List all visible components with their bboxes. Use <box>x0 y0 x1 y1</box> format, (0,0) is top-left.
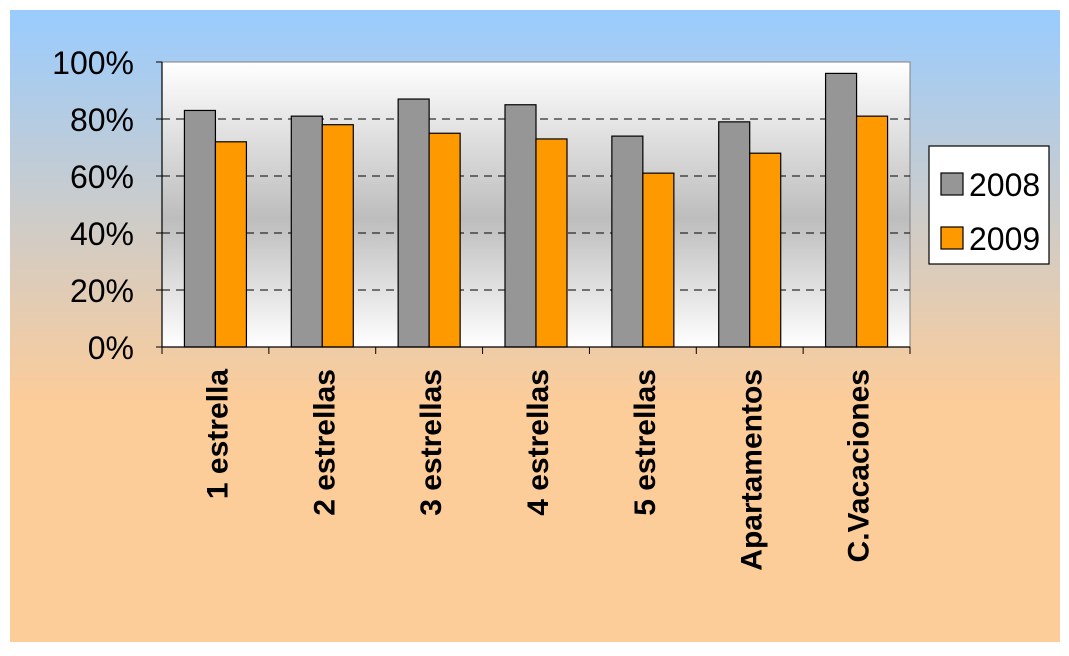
x-category-label: 4 estrellas <box>522 369 555 516</box>
bar-2008-4 <box>611 135 644 348</box>
x-category-label: 5 estrellas <box>629 369 662 516</box>
y-tick-label: 80% <box>70 102 134 138</box>
x-category-label: 2 estrellas <box>308 369 341 516</box>
x-category-label: 3 estrellas <box>415 369 448 516</box>
bar-2008-5 <box>718 121 751 348</box>
bar-2009-6 <box>855 115 889 348</box>
x-category-label: Apartamentos <box>736 369 769 571</box>
x-category-label: C.Vacaciones <box>843 369 876 562</box>
bar-2009-1 <box>321 124 354 348</box>
bar-2009-4 <box>642 172 675 348</box>
bar-2008-1 <box>290 115 323 348</box>
legend-swatch-2009 <box>940 226 964 250</box>
y-tick-label: 100% <box>52 45 134 81</box>
y-tick-label: 40% <box>70 216 134 252</box>
bar-2008-2 <box>397 98 430 348</box>
y-tick-label: 0% <box>88 330 134 366</box>
legend-label-2008: 2008 <box>969 167 1040 203</box>
y-tick-label: 20% <box>70 273 134 309</box>
y-tick-label: 60% <box>70 159 134 195</box>
bar-2009-3 <box>535 138 568 348</box>
bar-2008-6 <box>824 72 858 348</box>
legend-swatch-2008 <box>940 172 964 196</box>
bar-2009-0 <box>214 141 248 348</box>
bar-2008-0 <box>183 109 217 348</box>
bar-2008-3 <box>504 104 537 348</box>
bar-2009-5 <box>749 152 782 348</box>
legend-label-2009: 2009 <box>969 221 1040 257</box>
bar-2009-2 <box>428 132 461 348</box>
x-category-label: 1 estrella <box>201 369 234 499</box>
